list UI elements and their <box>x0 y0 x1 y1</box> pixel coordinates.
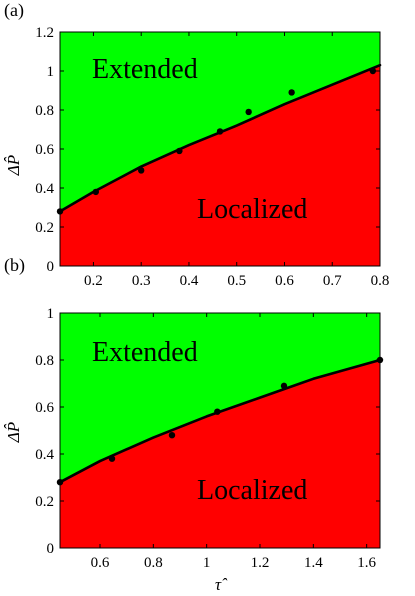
y-tick-label: 0 <box>47 541 55 557</box>
panel-b: (b) 0 0.2 0.4 0.6 0.8 1 0.6 0.8 1 1.2 1.4 1.6 Exte… <box>4 255 384 594</box>
x-tick-label: 0.8 <box>371 273 390 289</box>
x-tick-label: 1 <box>203 555 211 571</box>
x-tick-label: 0.6 <box>91 555 110 571</box>
y-tick-label: 1 <box>47 64 55 80</box>
boundary-curve <box>58 63 382 213</box>
x-tick-label: 0.5 <box>227 273 246 289</box>
x-axis-ticks-a: 0.2 0.3 0.4 0.5 0.6 0.7 0.8 <box>84 32 389 289</box>
region-label-extended-b: Extended <box>92 337 198 368</box>
data-point <box>168 432 176 439</box>
y-tick-label: 0.8 <box>35 103 54 119</box>
region-label-extended-a: Extended <box>92 54 198 85</box>
x-tick-label: 0.4 <box>180 273 199 289</box>
data-point <box>214 408 221 415</box>
y-tick-label: 0.4 <box>35 447 54 463</box>
y-axis-ticks-a: 0 0.2 0.4 0.6 0.8 1 1.2 <box>35 25 380 275</box>
x-tick-label: 1.6 <box>357 555 376 571</box>
boundary-curve <box>58 358 382 484</box>
region-localized <box>60 65 380 267</box>
y-tick-label: 0.4 <box>35 181 54 197</box>
data-point <box>92 188 100 196</box>
data-point <box>245 108 252 116</box>
data-point <box>280 382 288 390</box>
x-tick-label: 0.3 <box>132 273 151 289</box>
y-tick-label: 0.6 <box>35 400 54 416</box>
y-tick-label: 0.8 <box>35 353 54 369</box>
x-tick-label: 1.2 <box>251 555 270 571</box>
data-point <box>369 67 377 75</box>
y-tick-label: 1.2 <box>35 25 54 41</box>
x-tick-label: 0.2 <box>84 273 103 289</box>
panel-a: (a) 0 0.2 0.4 0.6 0.8 1 1.2 0.2 0.3 0.4 0.5 0.6 0.7… <box>4 0 389 289</box>
data-point <box>137 167 145 174</box>
panel-label-a: (a) <box>4 0 24 21</box>
data-point <box>216 128 224 135</box>
plot-frame <box>59 312 381 549</box>
y-tick-label: 0.2 <box>35 220 54 236</box>
x-axis-label-b: τ̂ <box>215 575 228 594</box>
plot-area-a <box>56 31 382 267</box>
y-axis-label-a: ΔP̂ <box>4 155 23 176</box>
y-tick-label: 0.2 <box>35 494 54 510</box>
y-tick-label: 0 <box>47 259 55 275</box>
region-label-localized-a: Localized <box>197 194 307 225</box>
x-tick-label: 0.7 <box>323 273 342 289</box>
plot-area-b <box>56 312 384 549</box>
data-point <box>108 455 116 462</box>
region-localized <box>60 360 380 548</box>
y-axis-label-b: ΔP̂ <box>4 422 23 443</box>
y-axis-ticks-b: 0 0.2 0.4 0.6 0.8 1 <box>35 306 380 557</box>
panel-label-b: (b) <box>4 255 25 276</box>
data-point <box>176 147 183 155</box>
x-tick-label: 0.6 <box>275 273 294 289</box>
x-tick-label: 1.4 <box>304 555 323 571</box>
y-tick-label: 0.6 <box>35 142 54 158</box>
y-tick-label: 1 <box>47 306 55 322</box>
x-tick-label: 0.8 <box>144 555 163 571</box>
x-axis-ticks-b: 0.6 0.8 1 1.2 1.4 1.6 <box>91 313 377 571</box>
data-point <box>288 89 295 96</box>
region-label-localized-b: Localized <box>197 475 307 506</box>
